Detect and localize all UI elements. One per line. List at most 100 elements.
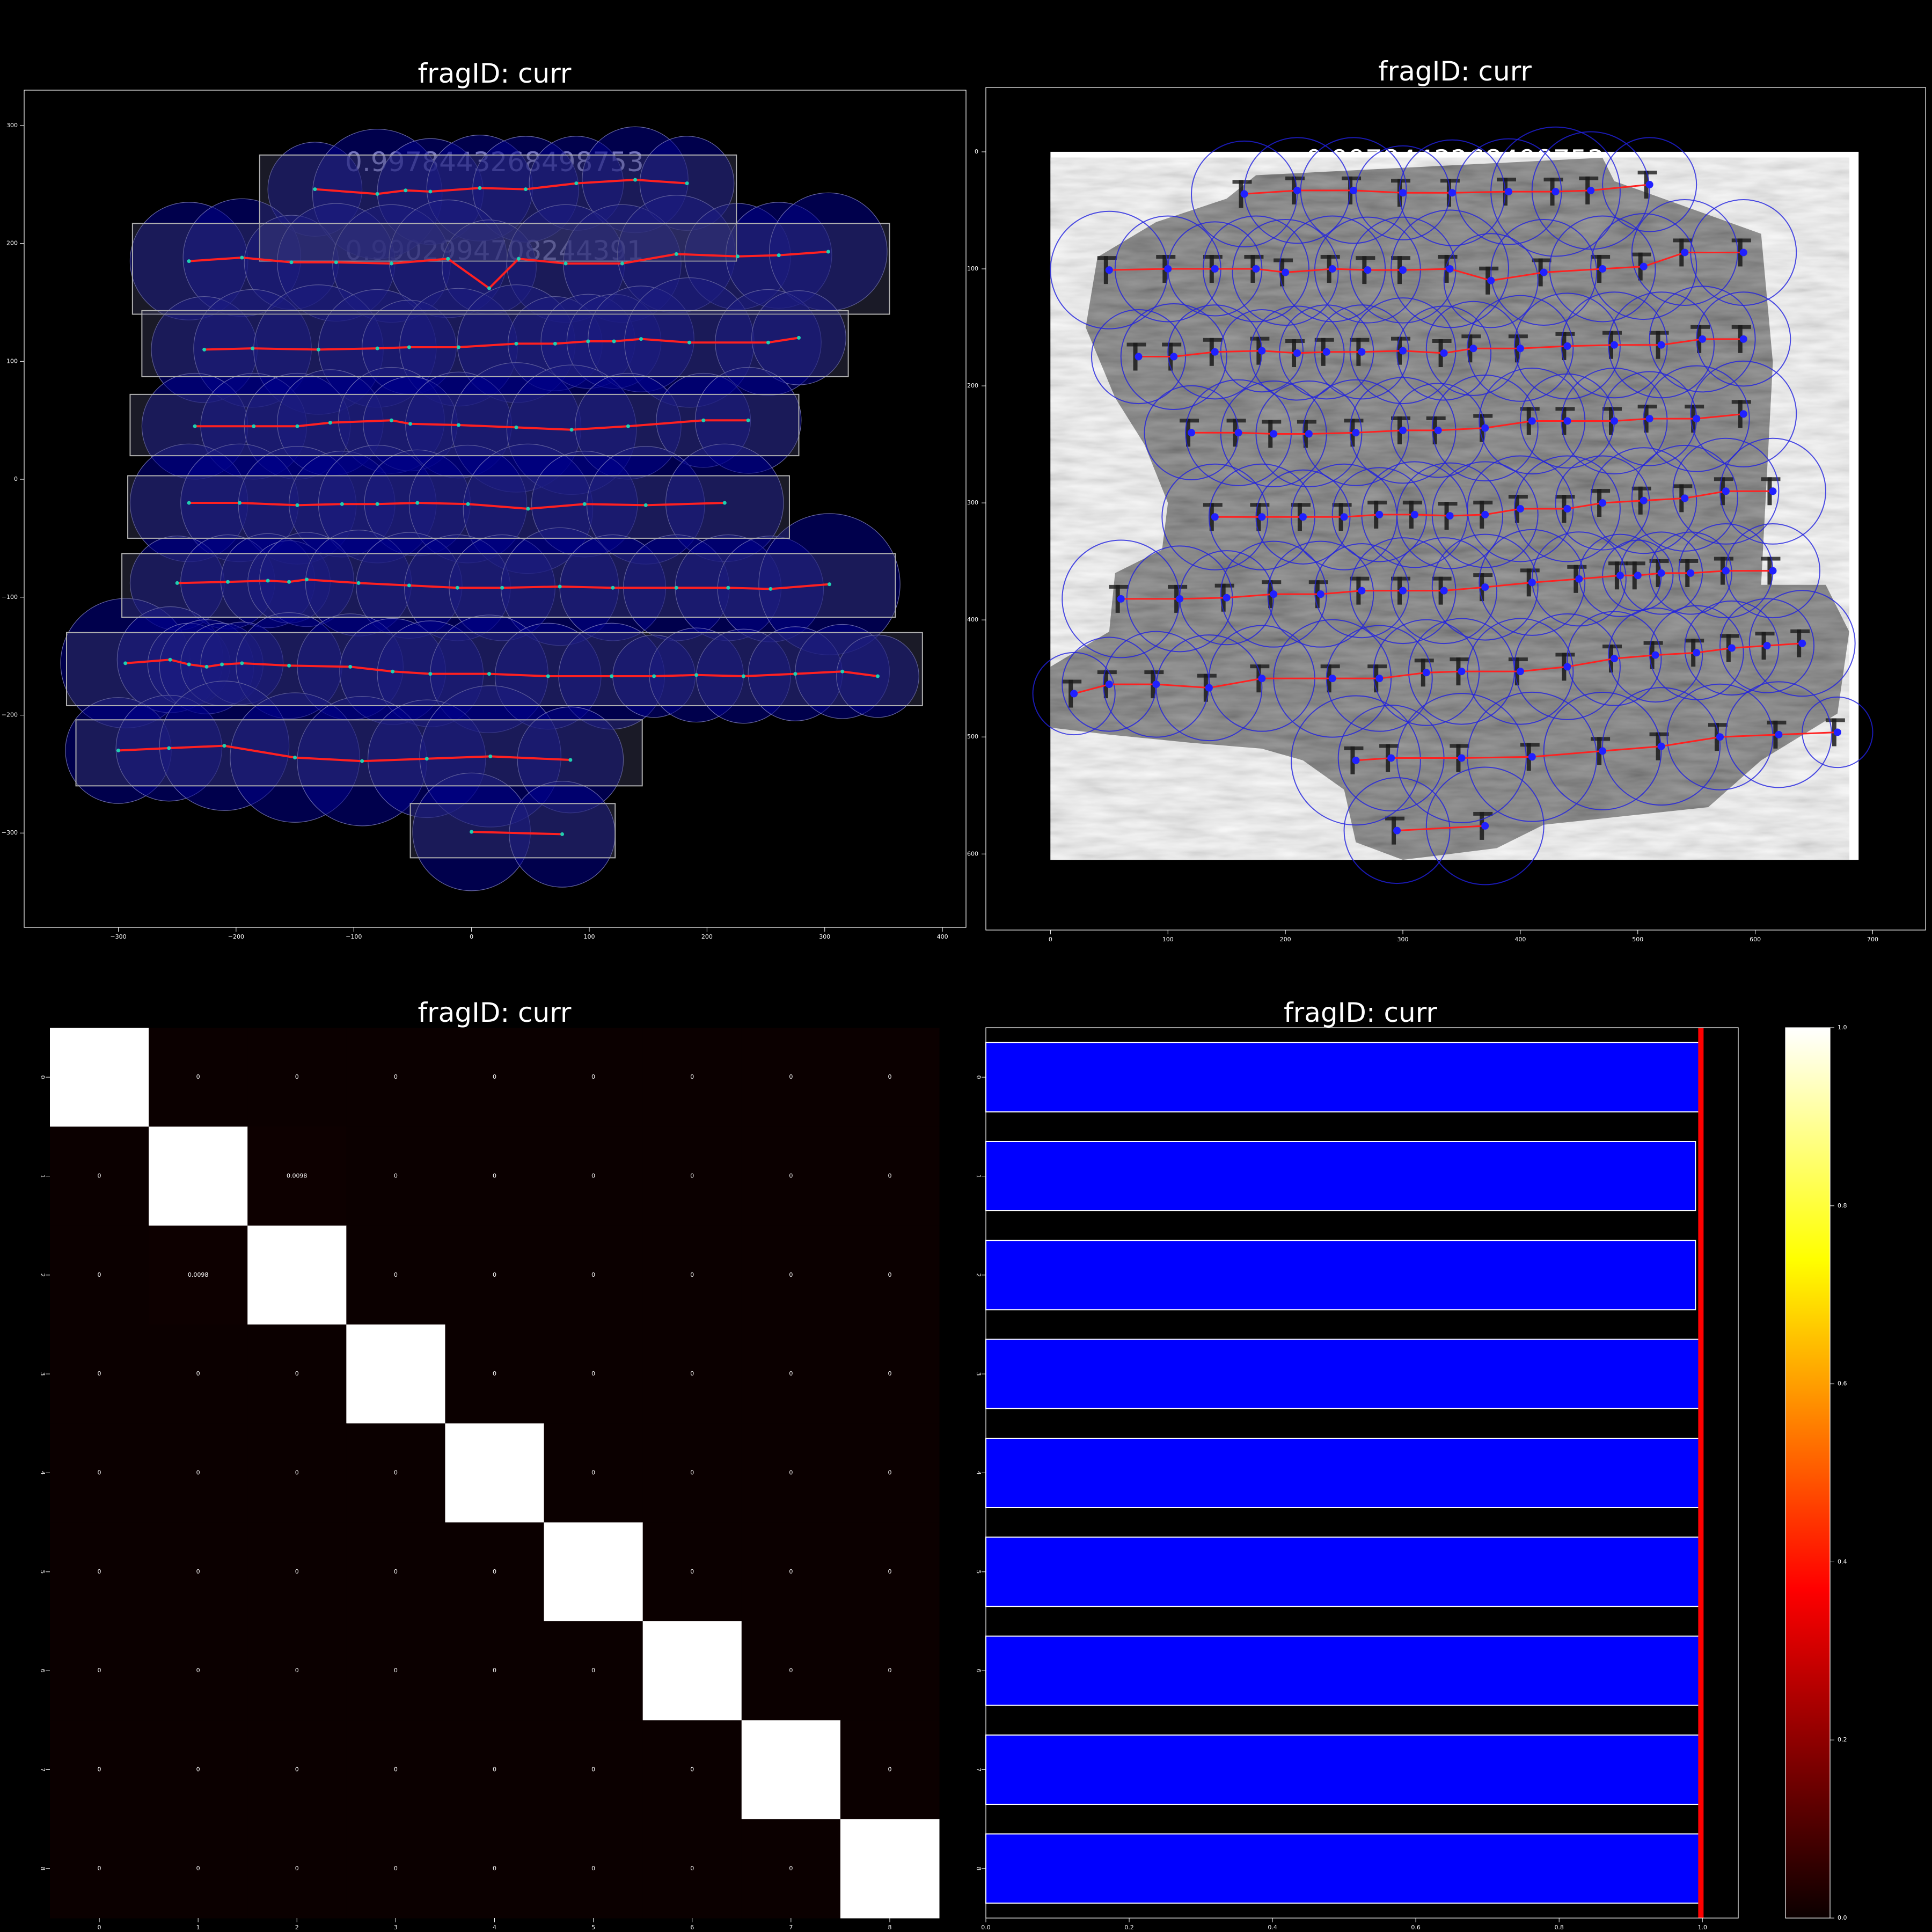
char-point bbox=[1399, 189, 1407, 197]
heatmap-cell-label: 0 bbox=[888, 1073, 891, 1080]
heatmap-cell-label: 0 bbox=[591, 1865, 595, 1872]
y-tick-label: 600 bbox=[967, 850, 978, 857]
heatmap-cell bbox=[642, 1720, 742, 1820]
char-point bbox=[187, 259, 191, 264]
search-circle bbox=[1608, 608, 1703, 703]
char-point bbox=[1223, 594, 1231, 602]
heatmap-cell-label: 0 bbox=[888, 1766, 891, 1773]
char-point bbox=[1282, 268, 1290, 276]
y-tick-label: 100 bbox=[967, 265, 978, 272]
char-point bbox=[1316, 590, 1324, 598]
ink-glyph bbox=[1520, 743, 1540, 747]
char-point bbox=[1105, 266, 1113, 274]
char-point bbox=[1504, 188, 1512, 196]
ink-glyph bbox=[1438, 502, 1458, 506]
char-point bbox=[1634, 572, 1642, 580]
char-point bbox=[1399, 587, 1407, 595]
ink-glyph bbox=[1391, 416, 1411, 420]
heatmap-cell bbox=[642, 1126, 742, 1226]
x-tick-label: 300 bbox=[819, 933, 830, 940]
char-point bbox=[340, 502, 344, 506]
ink-glyph bbox=[1591, 254, 1611, 259]
search-circle bbox=[1690, 360, 1797, 467]
text-line-path bbox=[118, 744, 570, 763]
char-point bbox=[470, 830, 474, 834]
char-point bbox=[1205, 684, 1213, 692]
heatmap-cell-label: 0 bbox=[591, 1271, 595, 1278]
ink-glyph bbox=[1673, 238, 1693, 243]
char-point bbox=[407, 583, 411, 588]
char-point bbox=[685, 181, 689, 186]
char-point bbox=[524, 187, 528, 192]
char-point bbox=[240, 255, 244, 260]
char-point bbox=[826, 250, 830, 254]
y-tick-label: 0 bbox=[14, 475, 18, 482]
bar bbox=[985, 1635, 1703, 1706]
ink-glyph bbox=[1367, 664, 1387, 669]
char-point bbox=[875, 674, 880, 678]
x-tick-label: 600 bbox=[1750, 936, 1761, 943]
char-point bbox=[1563, 342, 1571, 350]
search-circle bbox=[1431, 533, 1539, 641]
char-point bbox=[1434, 426, 1442, 434]
char-point bbox=[116, 748, 120, 752]
char-point bbox=[1728, 644, 1736, 652]
ink-glyph bbox=[1250, 503, 1270, 507]
heatmap-cell bbox=[741, 1621, 841, 1721]
heatmap-cell-label: 0 bbox=[295, 1766, 299, 1773]
ink-glyph bbox=[1496, 178, 1516, 182]
char-point bbox=[1769, 567, 1777, 575]
char-point bbox=[375, 346, 379, 350]
ink-glyph bbox=[1197, 674, 1217, 678]
search-circle bbox=[1602, 137, 1697, 232]
y-tick-label: 100 bbox=[6, 357, 18, 364]
bar bbox=[985, 1536, 1703, 1607]
colorbar bbox=[1785, 1027, 1831, 1919]
char-point bbox=[564, 261, 568, 266]
ink-glyph bbox=[1731, 400, 1751, 404]
char-point bbox=[1211, 265, 1219, 273]
char-point bbox=[316, 347, 320, 352]
heatmap-cell-label: 0 bbox=[98, 1865, 101, 1872]
heatmap-cell bbox=[642, 1028, 742, 1127]
search-circle bbox=[1684, 600, 1780, 696]
title-line-1: fragID: curr bbox=[418, 58, 572, 89]
char-point bbox=[1211, 513, 1219, 521]
heatmap-cell-label: 0 bbox=[98, 1173, 101, 1180]
char-point bbox=[1458, 754, 1466, 762]
heatmap-cell bbox=[544, 1028, 643, 1127]
heatmap-cell-label: 0 bbox=[690, 1073, 694, 1080]
text-line-path bbox=[1396, 825, 1485, 832]
char-point bbox=[375, 192, 379, 196]
heatmap-cell-label: 1 bbox=[98, 1073, 101, 1080]
line-bounding-box bbox=[131, 223, 890, 315]
heatmap-cell bbox=[445, 1819, 545, 1919]
heatmap-cell bbox=[346, 1324, 445, 1424]
char-point bbox=[1540, 268, 1548, 276]
char-point bbox=[1358, 348, 1366, 356]
heatmap-cell bbox=[840, 1423, 940, 1523]
x-tick-label: −100 bbox=[346, 933, 362, 940]
char-point bbox=[1240, 190, 1248, 198]
heatmap-cell bbox=[247, 1720, 347, 1820]
char-point bbox=[643, 503, 648, 507]
ink-glyph bbox=[1438, 254, 1458, 259]
char-point bbox=[1798, 639, 1806, 647]
ink-glyph bbox=[1450, 657, 1469, 662]
char-point bbox=[348, 664, 353, 669]
x-tick-label: 100 bbox=[584, 933, 595, 940]
heatmap-cell bbox=[50, 1423, 149, 1523]
ink-glyph bbox=[1350, 576, 1370, 581]
ink-glyph bbox=[1555, 653, 1575, 657]
x-tick-label: 4 bbox=[493, 1924, 496, 1931]
char-point bbox=[1328, 265, 1336, 273]
char-point bbox=[1516, 668, 1524, 676]
char-point bbox=[1657, 341, 1665, 349]
heatmap-cell bbox=[50, 1126, 149, 1226]
heatmap-cell-label: 0 bbox=[789, 1865, 793, 1872]
ink-glyph bbox=[1432, 339, 1452, 343]
heatmap-cell bbox=[247, 1522, 347, 1622]
ink-glyph bbox=[1285, 339, 1305, 343]
heatmap-cell-label: 0 bbox=[394, 1271, 398, 1278]
ink-glyph bbox=[1379, 744, 1399, 748]
